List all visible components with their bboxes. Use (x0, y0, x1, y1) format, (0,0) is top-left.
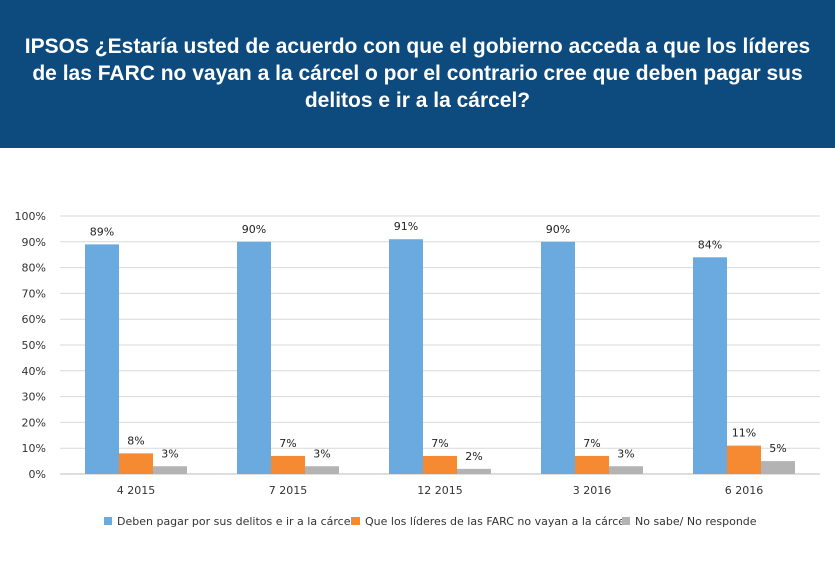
y-tick-label: 90% (22, 236, 46, 249)
x-tick-label: 3 2016 (573, 484, 612, 497)
bar (541, 241, 575, 474)
bar (85, 244, 119, 474)
y-tick-label: 40% (22, 365, 46, 378)
legend-item-no-carcel: Que los líderes de las FARC no vayan a l… (352, 510, 628, 532)
bar (119, 453, 153, 474)
data-label: 2% (465, 450, 482, 463)
gridlines (60, 215, 820, 475)
y-tick-label: 70% (22, 287, 46, 300)
x-tick-label: 7 2015 (269, 484, 308, 497)
data-label: 8% (127, 434, 144, 447)
y-tick-label: 20% (22, 416, 46, 429)
y-tick-label: 60% (22, 313, 46, 326)
data-label: 90% (242, 223, 266, 236)
y-axis-ticks: 0% 10% 20% 30% 40% 50% 60% 70% 80% 90% 100% (15, 210, 46, 481)
legend-swatch (622, 517, 630, 525)
bar (237, 241, 271, 474)
data-label: 11% (732, 427, 756, 440)
data-labels: 89% 8% 3% 90% 7% 3% 91% 7% 2% 90% 7% 3% 84% 11% 5% (90, 220, 787, 463)
legend-label: No sabe/ No responde (635, 514, 757, 528)
bar (457, 468, 491, 474)
legend-item-pagar: Deben pagar por sus delitos e ir a la cá… (104, 510, 354, 532)
data-label: 7% (431, 437, 448, 450)
legend-item-no-sabe: No sabe/ No responde (622, 510, 757, 532)
bar (271, 455, 305, 474)
bar (575, 455, 609, 474)
data-label: 5% (769, 442, 786, 455)
data-label: 7% (279, 437, 296, 450)
legend-label: Deben pagar por sus delitos e ir a la cá… (117, 514, 354, 528)
y-tick-label: 0% (29, 468, 46, 481)
data-label: 7% (583, 437, 600, 450)
chart-area: 0% 10% 20% 30% 40% 50% 60% 70% 80% 90% 100% 89% 8% 3… (0, 148, 835, 563)
bar (389, 239, 423, 474)
bar (693, 257, 727, 474)
bar (727, 445, 761, 474)
data-label: 89% (90, 225, 114, 238)
title-banner: IPSOS ¿Estaría usted de acuerdo con que … (0, 0, 835, 148)
bars (85, 239, 795, 474)
data-label: 3% (617, 447, 634, 460)
x-tick-label: 12 2015 (417, 484, 463, 497)
x-axis-ticks: 4 2015 7 2015 12 2015 3 2016 6 2016 (117, 484, 764, 497)
data-label: 3% (313, 447, 330, 460)
bar (609, 466, 643, 474)
x-tick-label: 4 2015 (117, 484, 156, 497)
y-tick-label: 100% (15, 210, 46, 223)
bar (761, 461, 795, 474)
legend: Deben pagar por sus delitos e ir a la cá… (0, 510, 835, 532)
legend-swatch (104, 517, 112, 525)
chart-title: IPSOS ¿Estaría usted de acuerdo con que … (24, 35, 811, 112)
y-tick-label: 30% (22, 391, 46, 404)
bar (153, 466, 187, 474)
bar (305, 466, 339, 474)
x-tick-label: 6 2016 (725, 484, 764, 497)
data-label: 3% (161, 447, 178, 460)
y-tick-label: 80% (22, 262, 46, 275)
bar (423, 455, 457, 474)
bar-chart: 0% 10% 20% 30% 40% 50% 60% 70% 80% 90% 100% 89% 8% 3… (15, 210, 820, 497)
y-tick-label: 10% (22, 442, 46, 455)
legend-label: Que los líderes de las FARC no vayan a l… (365, 514, 629, 528)
y-tick-label: 50% (22, 339, 46, 352)
data-label: 84% (698, 238, 722, 251)
legend-swatch (352, 517, 360, 525)
data-label: 91% (394, 220, 418, 233)
data-label: 90% (546, 223, 570, 236)
